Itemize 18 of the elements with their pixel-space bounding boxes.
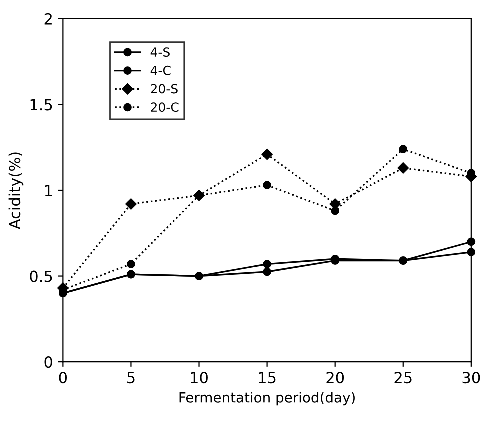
legend-label: 20-C — [151, 102, 179, 112]
legend-label: 4-C — [150, 66, 171, 76]
y-tick-label: 0 — [44, 356, 52, 368]
x-axis-title: Fermentation period(day) — [180, 392, 355, 406]
y-tick-label: 0.5 — [30, 270, 52, 282]
legend-label: 4-S — [150, 48, 170, 58]
x-tick-label: 5 — [128, 372, 135, 384]
y-tick-label: 2 — [44, 13, 52, 25]
legend-label: 20-S — [151, 84, 178, 94]
x-tick-label: 10 — [191, 372, 208, 384]
y-tick-label: 1.5 — [30, 99, 52, 111]
x-tick-label: 30 — [462, 372, 480, 384]
y-axis-title: Acidity(%) — [8, 152, 24, 230]
y-tick-label: 1 — [45, 185, 52, 196]
x-tick-label: 0 — [59, 372, 68, 384]
x-tick-label: 20 — [326, 372, 344, 384]
x-tick-label: 25 — [394, 372, 412, 384]
x-tick-label: 15 — [259, 372, 276, 384]
